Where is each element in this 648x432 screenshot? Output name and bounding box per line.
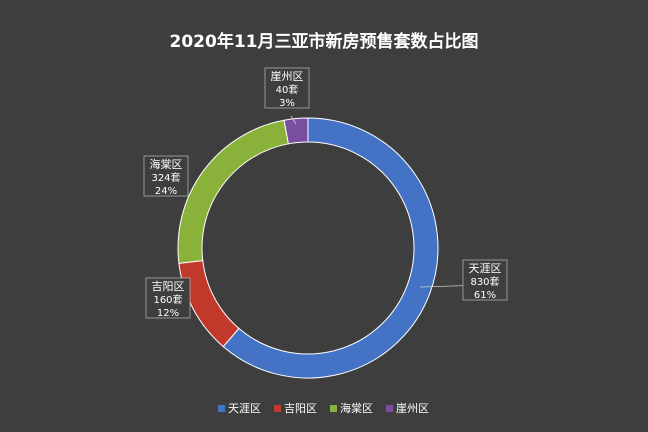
legend-swatch-2 <box>330 405 337 412</box>
legend-label-1: 吉阳区 <box>284 402 317 415</box>
slice-label-percent-2: 24% <box>155 186 177 197</box>
slice-0 <box>222 117 439 379</box>
slice-label-value-1: 160套 <box>153 293 182 306</box>
slice-label-name-3: 崖州区 <box>271 70 304 83</box>
leader-line-3 <box>290 115 297 125</box>
slice-label-value-3: 40套 <box>276 83 299 96</box>
legend-swatch-3 <box>386 405 393 412</box>
chart-title: 2020年11月三亚市新房预售套数占比图 <box>170 31 479 52</box>
legend: 天涯区 吉阳区 海棠区 崖州区 <box>218 401 429 415</box>
slice-label-value-2: 324套 <box>151 171 180 184</box>
legend-swatch-0 <box>218 405 225 412</box>
slice-label-name-1: 吉阳区 <box>152 280 185 293</box>
slice-2 <box>177 119 290 264</box>
slice-label-name-0: 天涯区 <box>469 261 502 275</box>
data-label-box-2 <box>143 155 189 197</box>
slice-label-percent-0: 61% <box>474 290 496 301</box>
legend-swatch-1 <box>274 405 281 412</box>
slice-label-percent-3: 3% <box>279 98 295 109</box>
slice-label-value-0: 830套 <box>470 275 499 288</box>
data-label-box-0 <box>462 259 508 301</box>
data-label-box-3 <box>264 67 310 109</box>
legend-label-3: 崖州区 <box>396 402 429 415</box>
slice-label-name-2: 海棠区 <box>150 157 183 171</box>
data-label-box-1 <box>145 277 191 319</box>
slice-label-percent-1: 12% <box>157 308 179 319</box>
slices-group <box>177 117 439 379</box>
legend-label-0: 天涯区 <box>228 401 261 415</box>
legend-label-2: 海棠区 <box>340 401 373 415</box>
slice-3 <box>283 117 309 145</box>
